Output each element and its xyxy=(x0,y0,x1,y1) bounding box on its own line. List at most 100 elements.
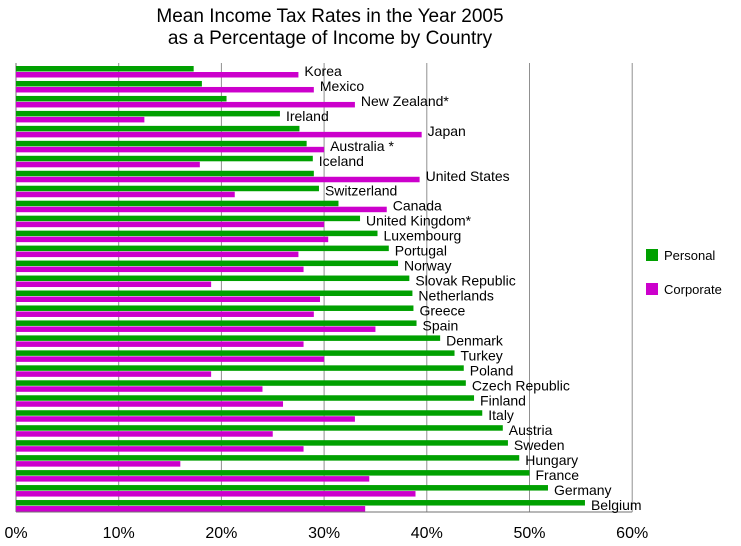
bar-personal xyxy=(16,215,361,222)
bar-corporate xyxy=(16,251,299,258)
category-label: Japan xyxy=(428,123,466,139)
category-label: Turkey xyxy=(461,347,503,363)
bar-personal xyxy=(16,440,508,446)
category-label: Norway xyxy=(404,258,451,274)
x-tick-label: 0% xyxy=(4,525,27,542)
category-label: Sweden xyxy=(514,437,565,453)
bar-corporate xyxy=(16,296,320,302)
bar-personal xyxy=(16,290,413,296)
bar-personal xyxy=(16,365,464,371)
category-label: Korea xyxy=(304,63,342,79)
x-tick-label: 10% xyxy=(103,525,135,542)
bar-personal xyxy=(16,470,530,476)
bar-corporate xyxy=(16,431,273,437)
bar-personal xyxy=(16,125,300,132)
category-label: United States xyxy=(426,168,510,184)
legend-item-corporate: Corporate xyxy=(646,280,722,298)
bar-personal xyxy=(16,380,466,386)
chart-subtitle: as a Percentage of Income by Country xyxy=(167,28,493,49)
bar-corporate xyxy=(16,476,370,482)
bar-corporate xyxy=(16,401,284,407)
bar-personal xyxy=(16,335,441,341)
bar-corporate xyxy=(16,371,212,377)
bar-corporate xyxy=(16,416,355,422)
bar-corporate xyxy=(16,461,181,467)
category-label: Slovak Republic xyxy=(415,273,515,289)
bar-corporate xyxy=(16,161,200,168)
bar-corporate xyxy=(16,446,304,452)
bar-personal xyxy=(16,485,548,491)
bar-corporate xyxy=(16,221,325,228)
bar-personal xyxy=(16,110,280,117)
bar-corporate xyxy=(16,86,314,93)
bar-personal xyxy=(16,260,399,267)
category-label: Belgium xyxy=(591,497,642,513)
bar-personal xyxy=(16,395,475,401)
category-label: France xyxy=(536,467,580,483)
category-label: Netherlands xyxy=(418,288,494,304)
x-tick-label: 20% xyxy=(205,525,237,542)
chart-title: Mean Income Tax Rates in the Year 2005 xyxy=(156,6,504,27)
bar-corporate xyxy=(16,131,422,138)
legend-label-corporate: Corporate xyxy=(664,281,722,297)
bar-personal xyxy=(16,66,194,72)
bar-personal xyxy=(16,320,417,326)
bar-corporate xyxy=(16,146,325,153)
legend-item-personal: Personal xyxy=(646,246,722,264)
bar-corporate xyxy=(16,386,263,392)
category-label: Austria xyxy=(509,422,553,438)
bar-corporate xyxy=(16,72,299,78)
bar-corporate xyxy=(16,341,304,347)
category-label: Greece xyxy=(419,302,465,318)
category-label: Luxembourg xyxy=(384,228,462,244)
bar-personal xyxy=(16,95,227,102)
bar-personal xyxy=(16,425,503,431)
bar-personal xyxy=(16,500,585,506)
category-label: Australia * xyxy=(330,138,394,154)
category-label: Iceland xyxy=(319,153,364,169)
x-tick-label: 30% xyxy=(308,525,340,542)
category-label: Mexico xyxy=(320,78,365,94)
category-label: Poland xyxy=(470,362,514,378)
category-label: Czech Republic xyxy=(472,377,570,393)
bar-corporate xyxy=(16,206,387,213)
category-label: Ireland xyxy=(286,108,329,124)
x-tick-label: 60% xyxy=(616,525,648,542)
bar-corporate xyxy=(16,101,355,108)
category-label: Italy xyxy=(488,407,514,423)
category-label: Germany xyxy=(554,482,612,498)
bar-personal xyxy=(16,245,389,252)
bar-personal xyxy=(16,230,378,237)
bar-personal xyxy=(16,350,455,356)
bar-corporate xyxy=(16,281,212,288)
category-label: Portugal xyxy=(395,243,447,259)
category-label: Spain xyxy=(423,317,459,333)
category-label: Canada xyxy=(393,198,442,214)
category-label: Switzerland xyxy=(325,183,397,199)
bar-corporate xyxy=(16,176,420,183)
x-tick-label: 50% xyxy=(513,525,545,542)
legend-swatch-corporate xyxy=(646,283,658,295)
bar-corporate xyxy=(16,266,304,273)
bar-corporate xyxy=(16,326,376,332)
bar-personal xyxy=(16,185,319,192)
bar-corporate xyxy=(16,191,235,198)
bar-corporate xyxy=(16,311,314,317)
bar-personal xyxy=(16,170,314,177)
bar-corporate xyxy=(16,356,325,362)
bar-personal xyxy=(16,155,313,162)
bar-personal xyxy=(16,275,410,282)
category-label: Denmark xyxy=(446,332,504,348)
bar-personal xyxy=(16,80,202,87)
bar-personal xyxy=(16,200,339,207)
bar-personal xyxy=(16,305,414,311)
bar-personal xyxy=(16,410,483,416)
category-label: United Kingdom* xyxy=(366,213,472,229)
legend-label-personal: Personal xyxy=(664,247,716,263)
bar-corporate xyxy=(16,491,416,497)
bar-corporate xyxy=(16,236,329,243)
bar-personal xyxy=(16,140,307,147)
category-label: Finland xyxy=(480,392,526,408)
bar-corporate xyxy=(16,116,145,123)
